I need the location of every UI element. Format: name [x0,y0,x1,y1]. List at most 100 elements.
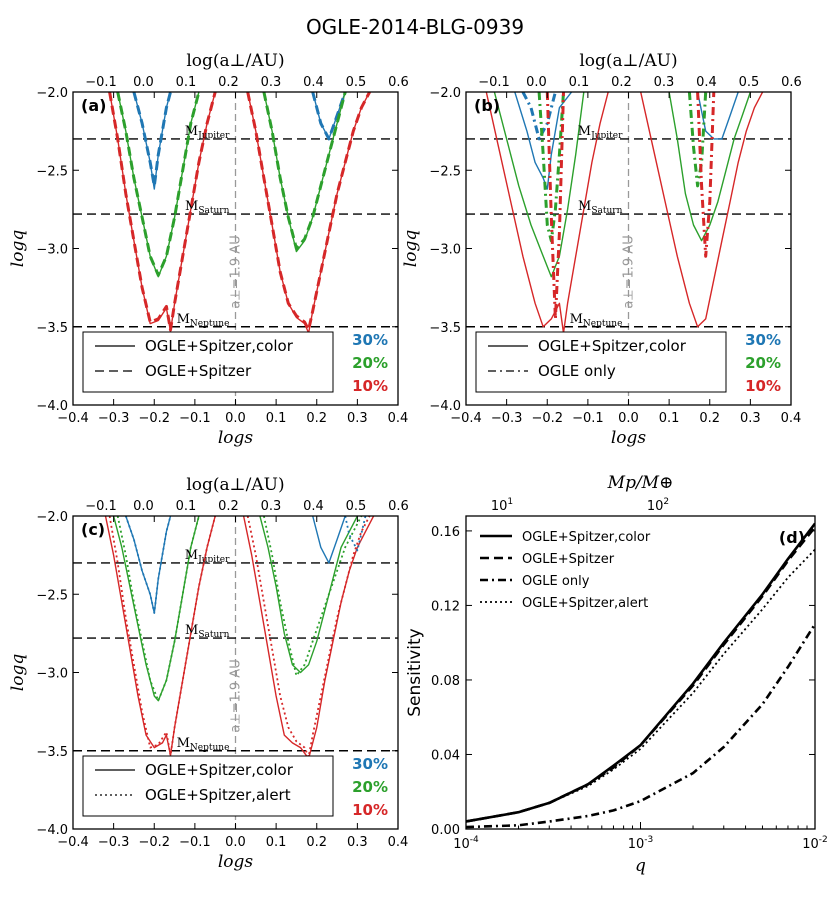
panel-label: (c) [81,520,105,539]
x-tick-label: 0.0 [225,835,246,850]
top-tick-label: 0.0 [133,499,154,514]
y-tick-label: 0.00 [431,823,460,838]
x-tick-label: −0.3 [98,411,130,426]
axes-frame [465,515,816,830]
y-tick-label: −4.0 [429,399,461,414]
x-tick-label: 0.4 [388,411,409,426]
percent-label: 10% [352,801,388,819]
mass-label-saturn: MSaturn [578,199,623,216]
top-tick-label: 0.1 [176,75,197,90]
top-tick-label: 0.4 [696,75,717,90]
x-tick-label: 0.2 [699,411,720,426]
series-line-2 [485,92,609,334]
series-line-1 [466,526,815,823]
series-line-5 [640,92,764,328]
series-line-1 [117,92,200,278]
x-tick-label: −0.3 [98,835,130,850]
x-tick-label: 0.2 [306,835,327,850]
top-tick-label: 0.2 [218,499,239,514]
top-tick-label: 0.2 [218,75,239,90]
legend-label: OGLE+Spitzer,color [522,530,651,545]
x-tick-label: 10-3 [628,835,654,852]
top-tick-label: −0.1 [85,499,117,514]
legend-label: OGLE+Spitzer,alert [145,786,291,804]
series-line-8 [108,92,217,332]
mass-label-jupiter: MJupiter [185,548,230,565]
panel-0: MJupiter MSaturn MNeptune a⊥=1.9 AU −0.4 −0.3… [8,51,409,448]
top-tick-label: 0.4 [303,499,324,514]
y-tick-label: −4.0 [36,399,68,414]
x-tick-label: −0.2 [138,411,170,426]
x-axis-label: logs [611,428,647,448]
series-line-0 [466,522,815,823]
series-line-10 [696,92,716,258]
x-tick-label: −0.2 [138,835,170,850]
series-line-6 [521,92,557,141]
series-line-8 [545,92,565,321]
legend-label: OGLE+Spitzer,color [538,337,687,355]
top-axis-label: log(a⊥/AU) [186,51,284,71]
top-tick-label: 0.6 [388,75,409,90]
x-tick-label: −0.4 [450,411,482,426]
y-tick-label: −2.0 [429,86,461,101]
top-axis-label: Mp/M⊕ [607,473,674,493]
y-axis-label: logq [8,230,28,268]
series-line-7 [116,516,200,702]
x-tick-label: −0.1 [179,835,211,850]
top-tick-label: −0.1 [478,75,510,90]
plot-area [466,92,791,405]
panel-label: (b) [474,96,500,115]
legend-box [475,331,727,393]
series-line-11 [246,92,371,332]
plot-area [466,522,815,829]
x-tick-label: −0.4 [57,411,89,426]
y-tick-label: −2.0 [36,86,68,101]
series-line-3 [466,548,815,823]
series-line-10 [262,92,347,250]
top-tick-label: −0.1 [85,75,117,90]
y-tick-label: −4.0 [36,823,68,838]
x-tick-label: 0.4 [781,411,802,426]
y-axis-label: logq [8,654,28,692]
a-perp-label: a⊥=1.9 AU [229,659,244,732]
percent-label: 10% [352,377,388,395]
x-tick-label: −0.1 [572,411,604,426]
y-tick-label: −3.0 [36,243,68,258]
a-perp-label: a⊥=1.9 AU [622,235,637,308]
x-tick-label: 0.1 [266,835,287,850]
series-line-4 [263,92,346,253]
top-tick-label: 0.3 [261,499,282,514]
x-tick-label: 10-2 [802,835,828,852]
series-line-10 [263,516,363,677]
mass-label-saturn: MSaturn [185,199,230,216]
y-tick-label: 0.04 [431,748,460,763]
legend-label: OGLE+Spitzer,color [145,761,294,779]
top-tick-label: 101 [491,497,513,514]
series-line-7 [116,92,201,277]
mass-label-jupiter: MJupiter [185,124,230,141]
top-tick-label: 0.1 [569,75,590,90]
series-line-1 [493,92,585,278]
x-axis-label: logs [218,852,254,872]
y-tick-label: −2.5 [36,164,68,179]
top-tick-label: 0.4 [303,75,324,90]
legend-label: OGLE+Spitzer,color [145,337,294,355]
top-axis-label: log(a⊥/AU) [186,475,284,495]
top-tick-label: 0.2 [611,75,632,90]
top-tick-label: 0.0 [526,75,547,90]
mass-label-neptune: MNeptune [177,312,230,329]
series-line-4 [668,92,752,242]
x-tick-label: 0.4 [388,835,409,850]
mass-label-saturn: MSaturn [185,623,230,640]
top-tick-label: 0.3 [654,75,675,90]
panel-label: (d) [779,528,805,547]
x-tick-label: 0.3 [740,411,761,426]
legend-label: OGLE+Spitzer,alert [522,596,648,611]
top-tick-label: 0.1 [176,499,197,514]
series-line-4 [259,516,359,674]
x-tick-label: 0.2 [306,411,327,426]
y-tick-label: 0.16 [431,525,460,540]
percent-label: 30% [352,331,388,349]
